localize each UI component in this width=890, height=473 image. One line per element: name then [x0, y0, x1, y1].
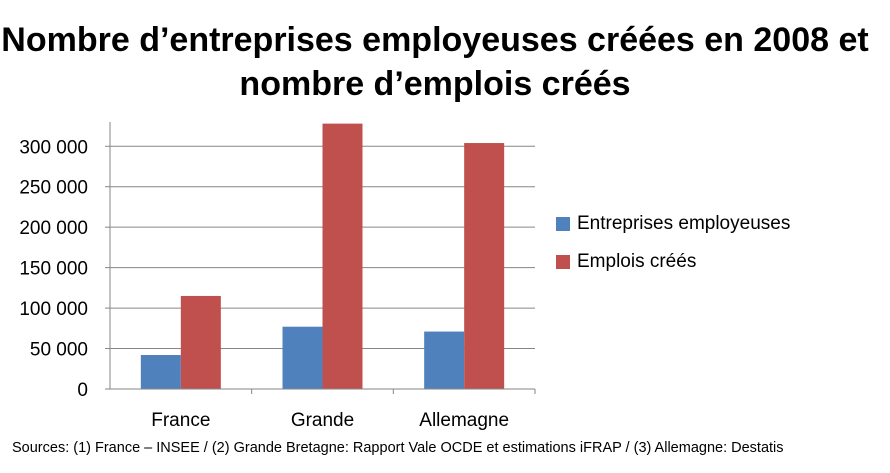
bar-entreprises-allemagne — [424, 331, 465, 389]
legend-item-emplois: Emplois créés — [556, 243, 790, 281]
bar-emplois-allemagne — [464, 143, 505, 389]
y-tick-label: 0 — [77, 380, 88, 401]
y-tick-label: 250 000 — [19, 178, 88, 199]
bar-entreprises-grande — [282, 326, 323, 389]
x-tick-label: France — [151, 410, 210, 431]
y-tick-label: 100 000 — [19, 299, 88, 320]
source-note: Sources: (1) France – INSEE / (2) Grande… — [12, 440, 784, 456]
y-axis: 0 50 000 100 000 150 000 200 000 250 000 300 0… — [19, 122, 111, 401]
legend-label: Entreprises employeuses — [577, 213, 791, 234]
bars — [140, 123, 505, 390]
legend-swatch — [556, 255, 570, 269]
y-tick-label: 200 000 — [19, 218, 88, 239]
y-tick-label: 150 000 — [19, 259, 88, 280]
x-tick-label: Grande — [291, 410, 354, 431]
y-tick-label: 300 000 — [19, 137, 88, 158]
y-tick-label: 50 000 — [30, 340, 88, 361]
chart-title: Nombre d’entreprises employeuses créées … — [1, 21, 869, 103]
legend: Entreprises employeuses Emplois créés — [556, 205, 790, 281]
x-axis: France Grande Allemagne — [110, 388, 536, 431]
bar-emplois-grande — [322, 123, 363, 390]
bar-emplois-france — [180, 295, 221, 389]
legend-swatch — [556, 217, 570, 231]
x-tick-label: Allemagne — [419, 410, 509, 431]
legend-item-entreprises: Entreprises employeuses — [556, 205, 790, 243]
legend-label: Emplois créés — [577, 251, 697, 272]
bar-entreprises-france — [140, 355, 181, 389]
